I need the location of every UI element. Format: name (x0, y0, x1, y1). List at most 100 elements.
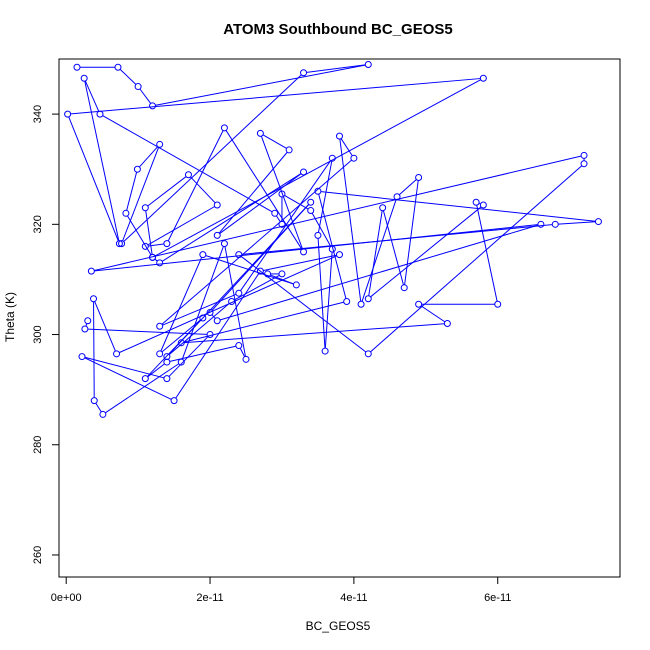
series-segment (70, 78, 481, 115)
data-point (364, 350, 372, 358)
data-point (199, 251, 207, 259)
series-segment (220, 224, 538, 321)
data-point (278, 270, 286, 278)
data-point (163, 358, 171, 366)
series-segment (102, 115, 273, 213)
data-point (343, 297, 351, 305)
x-tick-label: 2e-11 (196, 592, 223, 604)
data-point (170, 397, 178, 405)
series-segment (368, 210, 383, 296)
series-segment (321, 191, 596, 222)
series-segment (420, 305, 446, 323)
series-segment (161, 159, 352, 325)
x-tick-label: 6e-11 (484, 592, 511, 604)
y-tick-label: 300 (32, 325, 44, 343)
data-point (84, 317, 92, 325)
series-segment (119, 255, 337, 353)
series-segment (205, 255, 294, 285)
y-axis-label: Theta (K) (3, 292, 17, 342)
data-point (156, 259, 164, 267)
data-point (321, 347, 329, 355)
data-point (122, 209, 130, 217)
data-point (292, 281, 300, 289)
series-segment (93, 301, 95, 398)
series-segment (340, 138, 353, 156)
data-point (379, 204, 387, 212)
series-segment (147, 176, 187, 207)
data-point (393, 193, 401, 201)
y-tick-label: 280 (32, 436, 44, 454)
data-point (220, 240, 228, 248)
series-segment (154, 258, 158, 262)
series-segment (94, 301, 116, 352)
data-point (213, 317, 221, 325)
data-point (213, 231, 221, 239)
plot-area: 0e+00 2e-11 4e-11 6e-11 260 280 300 320 340 (32, 58, 621, 604)
series-segment (476, 205, 498, 302)
data-point (364, 295, 372, 303)
data-point (364, 61, 372, 69)
series-segment (126, 172, 138, 211)
series-segment (218, 152, 288, 234)
data-point (494, 300, 502, 308)
data-point (479, 74, 487, 82)
data-point (149, 102, 156, 110)
data-point (580, 151, 588, 159)
data-point (415, 300, 423, 308)
series-segment (123, 74, 302, 242)
data-point (278, 220, 286, 228)
data-point (300, 69, 308, 77)
data-point (551, 220, 559, 228)
data-point (242, 355, 250, 363)
series-segment (147, 319, 202, 377)
series-segment (262, 134, 287, 149)
data-point (264, 270, 272, 278)
series-segment (361, 199, 397, 302)
series-segment (84, 356, 164, 379)
series-segment (339, 139, 362, 302)
data-point (199, 314, 207, 322)
data-point (78, 353, 86, 361)
data-point (206, 331, 214, 339)
data-point (115, 240, 123, 248)
series-segment (127, 215, 152, 255)
data-point (134, 83, 142, 91)
series-segment (84, 357, 172, 400)
data-point (220, 124, 228, 132)
series-segment (318, 161, 333, 233)
series-segment (88, 328, 207, 335)
data-point (235, 289, 243, 297)
series-segment (234, 275, 280, 301)
data-point (256, 129, 264, 137)
data-point (472, 198, 480, 206)
series-segment (84, 81, 120, 241)
data-point (328, 154, 336, 162)
data-point (156, 350, 164, 358)
chart-title: ATOM3 Southbound BC_GEOS5 (223, 21, 452, 38)
series-segment (119, 69, 137, 85)
data-point (307, 207, 315, 215)
data-point (357, 300, 365, 308)
series-segment (370, 206, 482, 298)
data-point (307, 198, 315, 206)
series-segment (168, 303, 230, 355)
series-segment (184, 323, 445, 344)
data-point (90, 295, 98, 303)
x-tick-label: 0e+00 (51, 592, 82, 604)
series-segment (148, 243, 164, 247)
series-segment (145, 210, 153, 255)
data-point (64, 110, 72, 118)
series-segment (317, 238, 326, 348)
data-point (163, 240, 171, 248)
series-segment (190, 176, 216, 204)
series-segment (370, 165, 582, 353)
data-point (228, 297, 236, 305)
x-axis-label: BC_GEOS5 (306, 619, 371, 633)
data-point (328, 245, 336, 253)
series-segment (68, 116, 119, 241)
data-point (113, 350, 121, 358)
y-tick-label: 260 (32, 546, 44, 564)
series-segment (155, 79, 481, 257)
data-point (118, 240, 126, 248)
